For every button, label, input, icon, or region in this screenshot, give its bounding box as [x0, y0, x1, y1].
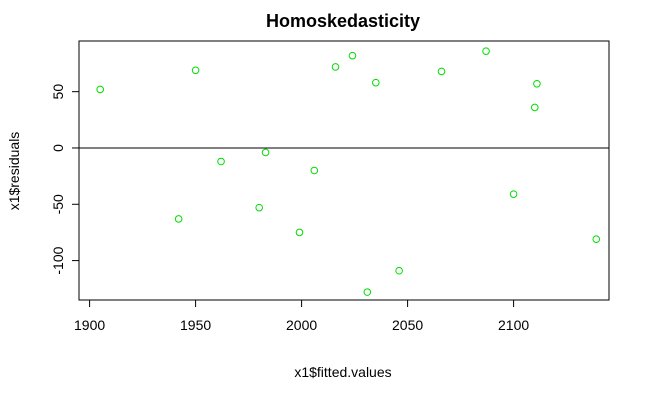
scatter-point	[395, 266, 403, 275]
scatter-point	[482, 47, 490, 55]
scatter-point	[372, 78, 380, 87]
scatter-point	[310, 166, 319, 175]
x-axis-label: x1$fitted.values	[294, 364, 391, 380]
y-axis-label: x1$residuals	[6, 132, 22, 211]
data-points	[96, 47, 601, 296]
x-tick-label: 1900	[74, 317, 105, 333]
scatter-point	[261, 148, 270, 157]
scatter-point	[191, 66, 200, 75]
plot-frame	[78, 40, 610, 301]
x-axis: 1900 1950 2000 2050 2100	[74, 299, 529, 333]
scatter-point	[331, 63, 340, 71]
y-tick-label: 0	[50, 144, 66, 152]
x-tick-label: 1950	[180, 317, 211, 333]
y-tick-label: -50	[50, 194, 66, 214]
scatter-point	[348, 51, 357, 60]
x-tick-label: 2050	[392, 317, 423, 333]
y-tick-label: 50	[50, 84, 66, 100]
chart-title: Homoskedasticity	[266, 11, 420, 31]
scatter-point	[96, 85, 104, 94]
scatter-point	[531, 103, 539, 112]
x-tick-label: 2100	[498, 317, 529, 333]
y-axis: -100 -50 0 50	[50, 84, 80, 275]
scatter-point	[217, 157, 225, 166]
scatter-point	[363, 288, 372, 296]
y-tick-label: -100	[50, 246, 66, 274]
scatter-point	[295, 228, 304, 237]
scatter-point	[592, 235, 601, 243]
scatter-point	[533, 79, 541, 88]
scatter-point	[174, 215, 183, 223]
scatter-point	[437, 67, 446, 76]
scatter-point	[255, 203, 264, 212]
scatter-point	[509, 190, 518, 198]
x-tick-label: 2000	[286, 317, 317, 333]
